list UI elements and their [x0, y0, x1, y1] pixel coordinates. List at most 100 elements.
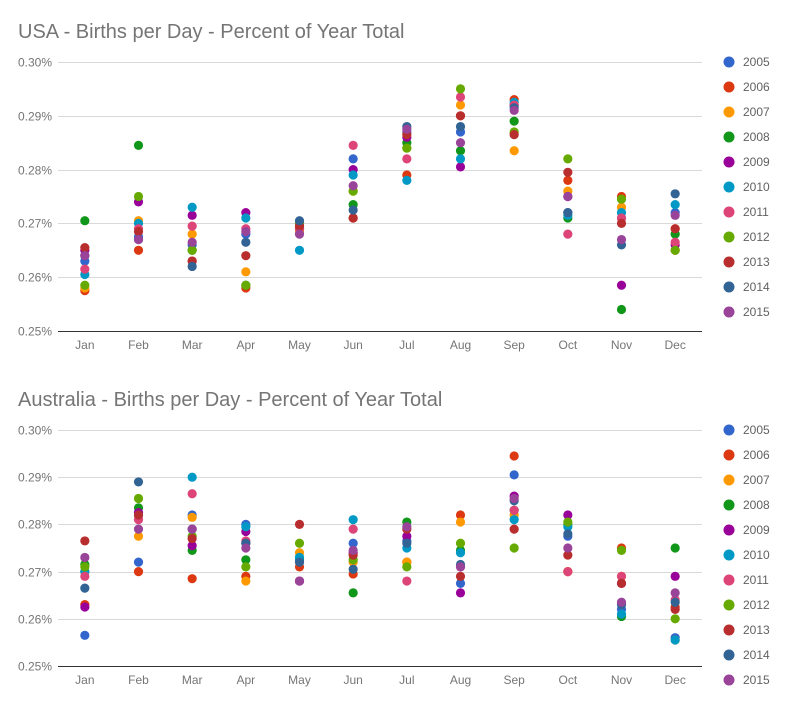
- legend-marker: [723, 181, 735, 193]
- data-point: [348, 545, 358, 555]
- data-point: [133, 567, 144, 577]
- y-tick-label: 0.29%: [18, 110, 52, 124]
- data-point: [294, 519, 305, 530]
- legend-label: 2012: [743, 598, 770, 612]
- y-tick-label: 0.27%: [18, 217, 52, 231]
- legend-marker: [723, 449, 735, 461]
- legend-marker: [723, 256, 735, 268]
- data-point: [294, 538, 305, 548]
- data-point: [563, 229, 573, 239]
- legend-label: 2010: [743, 180, 770, 194]
- x-tick-label: May: [288, 338, 311, 352]
- data-point: [563, 550, 573, 560]
- y-tick-label: 0.28%: [18, 164, 52, 178]
- legend-label: 2007: [743, 105, 770, 119]
- data-point: [616, 609, 627, 619]
- data-point: [455, 578, 466, 589]
- legend-label: 2008: [743, 130, 770, 144]
- data-point: [348, 205, 358, 215]
- data-point: [455, 111, 466, 121]
- data-point: [455, 588, 466, 598]
- x-tick-label: Apr: [236, 338, 255, 352]
- data-point: [670, 635, 680, 645]
- data-point: [402, 154, 412, 164]
- legend-marker: [723, 424, 735, 436]
- data-point: [348, 170, 358, 180]
- data-point: [563, 529, 573, 539]
- legend-label: 2008: [743, 498, 770, 512]
- data-point: [616, 280, 627, 290]
- legend-marker: [723, 81, 735, 93]
- data-point: [187, 210, 197, 220]
- x-tick-label: Aug: [450, 338, 471, 352]
- data-point: [455, 146, 466, 156]
- legend-label: 2009: [743, 155, 770, 169]
- data-point: [509, 116, 519, 126]
- legend-label: 2006: [743, 448, 770, 462]
- data-point: [563, 175, 573, 185]
- x-tick-label: Apr: [236, 673, 255, 687]
- legend-marker: [723, 106, 735, 118]
- data-point: [80, 630, 90, 640]
- data-point: [241, 213, 251, 223]
- data-point: [455, 538, 466, 548]
- legend-label: 2015: [743, 305, 770, 319]
- data-point: [348, 564, 358, 574]
- data-point: [616, 578, 627, 589]
- data-point: [80, 602, 90, 612]
- x-tick-label: Dec: [664, 673, 685, 687]
- data-point: [241, 562, 251, 572]
- x-tick-label: May: [288, 673, 311, 687]
- data-point: [80, 552, 90, 563]
- data-point: [187, 245, 197, 255]
- x-tick-label: Mar: [182, 338, 203, 352]
- data-point: [80, 562, 90, 572]
- data-point: [348, 181, 358, 191]
- y-tick-label: 0.29%: [18, 471, 52, 485]
- data-point: [509, 451, 519, 461]
- data-point: [670, 245, 680, 255]
- data-point: [455, 162, 466, 172]
- legend-marker: [723, 306, 735, 318]
- x-tick-label: Feb: [128, 338, 149, 352]
- data-point: [348, 515, 358, 525]
- data-point: [509, 105, 519, 116]
- legend-label: 2006: [743, 80, 770, 94]
- legend-label: 2009: [743, 523, 770, 537]
- legend-marker: [723, 206, 735, 218]
- legend-label: 2012: [743, 230, 770, 244]
- data-point: [509, 524, 519, 534]
- x-tick-label: Jan: [75, 338, 94, 352]
- data-point: [670, 604, 680, 614]
- data-point: [402, 576, 412, 586]
- chart-title: USA - Births per Day - Percent of Year T…: [18, 21, 404, 43]
- data-point: [509, 515, 519, 525]
- data-point: [348, 213, 358, 223]
- y-tick-label: 0.30%: [18, 424, 52, 438]
- data-point: [187, 221, 197, 231]
- legend-marker: [723, 131, 735, 143]
- data-point: [509, 505, 519, 515]
- data-point: [455, 121, 466, 132]
- data-point: [670, 189, 680, 199]
- data-point: [241, 226, 251, 237]
- data-point: [455, 562, 466, 572]
- data-point: [455, 548, 466, 558]
- data-point: [241, 555, 251, 565]
- chart-title: Australia - Births per Day - Percent of …: [18, 389, 442, 411]
- data-point: [670, 237, 680, 247]
- data-point: [563, 517, 573, 527]
- x-tick-label: Jun: [343, 673, 362, 687]
- data-point: [616, 545, 627, 555]
- legend-label: 2011: [743, 573, 769, 587]
- data-point: [187, 237, 197, 247]
- data-point: [187, 524, 197, 534]
- data-point: [455, 510, 466, 520]
- data-point: [80, 243, 90, 253]
- data-point: [670, 571, 680, 581]
- legend-label: 2015: [743, 673, 770, 687]
- data-point: [294, 245, 305, 255]
- x-tick-label: Jul: [399, 338, 414, 352]
- data-point: [80, 583, 90, 593]
- data-point: [455, 517, 466, 527]
